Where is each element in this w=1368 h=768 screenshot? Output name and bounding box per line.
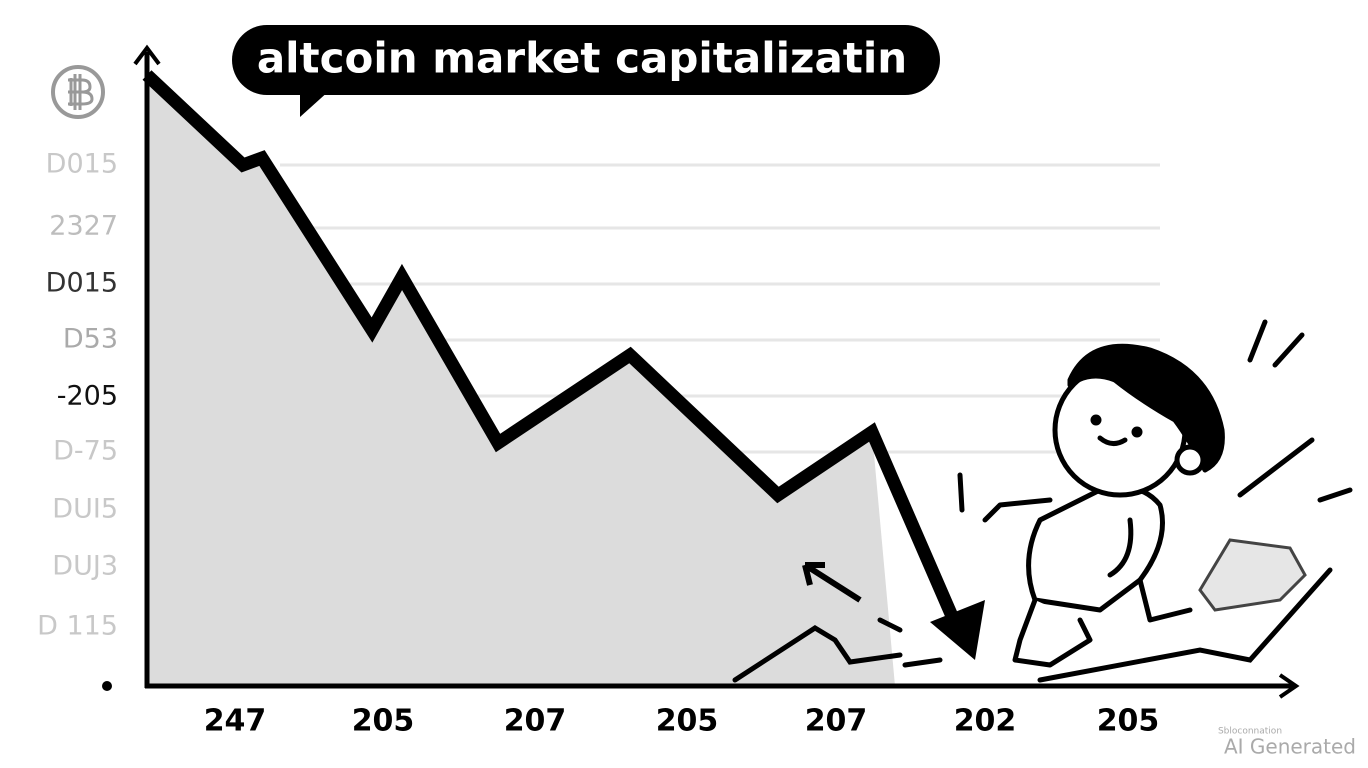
x-tick-label: 202 xyxy=(954,704,1017,739)
title-bubble xyxy=(232,25,940,95)
coin-icon xyxy=(51,65,105,119)
y-tick-label: -205 xyxy=(57,381,118,412)
y-tick-label: D-75 xyxy=(53,436,118,467)
watermark: AI Generated xyxy=(1224,735,1356,759)
rock xyxy=(1198,538,1307,612)
x-tick-label: 205 xyxy=(352,704,415,739)
arrow-head xyxy=(930,600,985,660)
trend-line xyxy=(142,70,964,633)
bubble-tail xyxy=(300,90,330,117)
character xyxy=(957,319,1353,668)
y-axis-arrow xyxy=(133,44,161,66)
y-tick-label: D 115 xyxy=(37,611,118,642)
y-tick-label: D53 xyxy=(63,324,118,355)
y-tick-label: D015 xyxy=(46,268,118,299)
y-tick-label: 2327 xyxy=(49,211,118,242)
origin-dot xyxy=(102,681,112,691)
small-arrow xyxy=(802,562,862,603)
y-tick-label: DUJ3 xyxy=(52,551,118,582)
x-tick-label: 207 xyxy=(504,704,567,739)
x-tick-label: 247 xyxy=(204,704,267,739)
debris xyxy=(732,567,1333,683)
x-tick-label: 207 xyxy=(805,704,868,739)
y-tick-label: D015 xyxy=(46,149,118,180)
x-axis-arrow xyxy=(1278,673,1300,699)
chart-title: altcoin market capitalizatin xyxy=(257,34,907,83)
area xyxy=(147,75,895,686)
x-tick-label: 205 xyxy=(656,704,719,739)
x-tick-label: 205 xyxy=(1097,704,1160,739)
y-tick-label: DUI5 xyxy=(52,494,118,525)
watermark-small: Sbloconnation xyxy=(1218,727,1282,737)
